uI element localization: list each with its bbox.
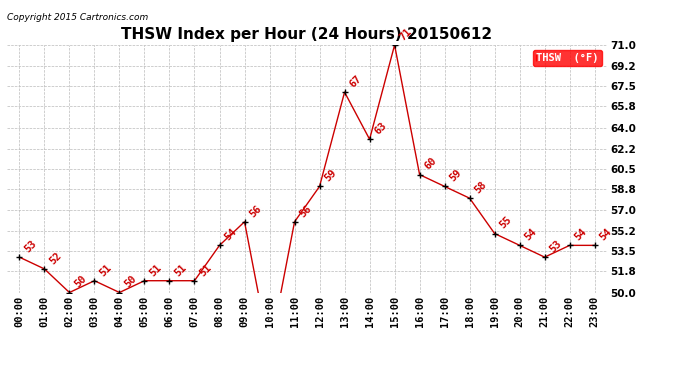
Text: 53: 53 — [547, 238, 563, 254]
Text: 54: 54 — [598, 226, 613, 243]
Text: 54: 54 — [222, 226, 238, 243]
Text: 60: 60 — [422, 156, 438, 172]
Text: 51: 51 — [197, 262, 213, 278]
Text: 54: 54 — [522, 226, 538, 243]
Text: 54: 54 — [573, 226, 589, 243]
Text: 52: 52 — [47, 250, 63, 266]
Text: 58: 58 — [473, 180, 489, 195]
Text: 51: 51 — [147, 262, 163, 278]
Text: 53: 53 — [22, 238, 38, 254]
Text: 67: 67 — [347, 74, 363, 89]
Text: 50: 50 — [122, 274, 138, 290]
Legend: THSW  (°F): THSW (°F) — [533, 50, 602, 66]
Text: Copyright 2015 Cartronics.com: Copyright 2015 Cartronics.com — [7, 13, 148, 22]
Text: 50: 50 — [72, 274, 88, 290]
Title: THSW Index per Hour (24 Hours) 20150612: THSW Index per Hour (24 Hours) 20150612 — [121, 27, 493, 42]
Text: 63: 63 — [373, 121, 388, 136]
Text: 59: 59 — [447, 168, 463, 184]
Text: 45: 45 — [0, 374, 1, 375]
Text: 56: 56 — [247, 203, 263, 219]
Text: 56: 56 — [297, 203, 313, 219]
Text: 59: 59 — [322, 168, 338, 184]
Text: 71: 71 — [397, 26, 413, 42]
Text: 55: 55 — [497, 215, 513, 231]
Text: 51: 51 — [97, 262, 113, 278]
Text: 51: 51 — [172, 262, 188, 278]
